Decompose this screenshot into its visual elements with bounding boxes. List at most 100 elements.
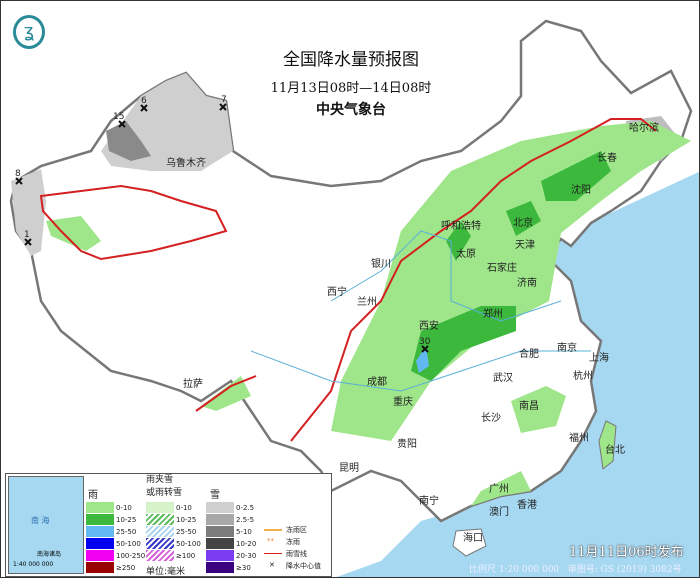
city-label: 西安 [419, 319, 439, 332]
taiwan-island [598, 420, 617, 470]
issue-time: 11月11日06时发布 [569, 545, 684, 560]
legend-bin-label: 20-30 [236, 552, 257, 560]
approval-number: 审图号: GS (2019) 3082号 [567, 565, 682, 575]
city-label: 台北 [605, 443, 625, 456]
city-label: 呼和浩特 [441, 220, 481, 232]
legend-freezing-rain-area: 冻雨区 [286, 526, 307, 534]
legend-center-value: 降水中心值 [286, 562, 321, 570]
legend-freezing-rain: 冻雨 [286, 538, 300, 546]
rain-light-nanchang [511, 386, 566, 433]
legend-bin-label: 5-10 [236, 528, 252, 536]
city-label: 广州 [489, 483, 509, 495]
city-label: 福州 [569, 431, 589, 444]
city-label: 杭州 [573, 369, 593, 382]
legend-bin-label: 0-10 [176, 504, 192, 512]
legend-swatch-snow [206, 514, 234, 525]
legend-bin-label: 50-100 [176, 540, 201, 548]
city-label: 合肥 [519, 347, 539, 360]
south-china-sea-inset: 南 海 南海诸岛 1:40 000 000 [8, 476, 84, 574]
legend-snow-title: 雪 [210, 490, 220, 501]
legend-swatch-snow [206, 502, 234, 513]
hainan-island [452, 528, 487, 557]
legend-bin-label: 25-50 [176, 528, 197, 536]
city-label: 南京 [557, 341, 577, 354]
center-values: 15 6 7 8 1 30 [15, 95, 431, 347]
issuer: 中央气象台 [316, 102, 386, 118]
yellow-river [330, 230, 562, 322]
yangtze-river [250, 350, 591, 392]
legend: 南 海 南海诸岛 1:40 000 000 雨 雨夹雪 或雨转雪 雪 0-10 1… [5, 473, 332, 577]
legend-swatch-rain [86, 550, 114, 561]
legend-swatch-mixed [146, 514, 174, 525]
center-value: 7 [221, 95, 227, 105]
city-label: 北京 [513, 216, 533, 229]
map-title: 全国降水量预报图 [283, 50, 419, 70]
city-label: 昆明 [339, 462, 359, 474]
legend-swatch-rain [86, 538, 114, 549]
city-label: 拉萨 [183, 377, 203, 390]
city-label: 贵阳 [397, 437, 417, 450]
city-label: 海口 [463, 531, 483, 544]
rain-moderate-hohhot [446, 221, 471, 261]
center-value: 6 [141, 96, 147, 106]
legend-unit: 单位:毫米 [146, 567, 186, 577]
legend-mixed-title: 雨夹雪 或雨转雪 [146, 475, 183, 498]
rain-heavy-xian [416, 346, 429, 373]
city-label: 长沙 [481, 412, 501, 424]
city-label: 香港 [517, 499, 537, 511]
legend-swatch-snow [206, 562, 234, 573]
legend-swatch-rain [86, 514, 114, 525]
rain-moderate-beijing [506, 201, 541, 236]
city-label: 郑州 [483, 307, 503, 320]
city-label: 澳门 [489, 505, 509, 518]
legend-swatch-mixed [146, 502, 174, 513]
legend-rain-snow-line: 雨雪线 [286, 550, 307, 558]
city-label: 重庆 [393, 395, 413, 408]
legend-swatch-rain [86, 526, 114, 537]
legend-bin-label: 0-10 [116, 504, 132, 512]
rain-light-xinjiang [46, 216, 101, 251]
legend-swatch-mixed [146, 550, 174, 561]
legend-bin-label: 2.5-5 [236, 516, 255, 524]
cma-logo-icon: ʓ [13, 15, 45, 49]
city-label: 南昌 [519, 399, 539, 412]
city-label: 乌鲁木齐 [166, 156, 206, 169]
legend-bin-label: 10-20 [236, 540, 257, 548]
center-marker-icon: ✕ [269, 561, 275, 569]
rain-moderate-north [541, 151, 611, 201]
rain-light-south [471, 471, 531, 506]
city-label: 西宁 [327, 285, 347, 298]
inset-scale: 1:40 000 000 [13, 561, 54, 568]
city-labels: 乌鲁木齐 哈尔滨 长春 沈阳 北京 天津 呼和浩特 石家庄 太原 济南 银川 西… [166, 121, 659, 544]
rain-moderate-central [411, 306, 516, 381]
legend-bin-label: ≥100 [176, 552, 196, 560]
city-label: 沈阳 [571, 183, 591, 196]
map-scale: 比例尺 1:20 000 000 [469, 565, 560, 575]
rain-light-tibet [201, 376, 251, 411]
city-label: 兰州 [357, 295, 377, 308]
legend-bin-label: 25-50 [116, 528, 137, 536]
city-label: 上海 [589, 351, 609, 364]
legend-bin-label: 100-250 [116, 552, 146, 560]
legend-bin-label: ≥250 [116, 564, 136, 572]
legend-bin-label: ≥30 [236, 564, 251, 572]
legend-bin-label: 50-100 [116, 540, 141, 548]
ocean [336, 171, 699, 577]
legend-swatch-rain [86, 502, 114, 513]
legend-swatch-snow [206, 550, 234, 561]
legend-swatch-snow [206, 538, 234, 549]
city-label: 天津 [515, 239, 535, 251]
forecast-period: 11月13日08时—14日08时 [270, 81, 432, 96]
rain-snow-line-xinjiang [39, 184, 228, 261]
city-label: 成都 [367, 376, 387, 388]
legend-bin-label: 10-25 [176, 516, 197, 524]
rain-snow-line-swatch [264, 553, 282, 554]
rain-snow-line-tibet [195, 375, 257, 412]
city-label: 哈尔滨 [629, 121, 659, 134]
city-label: 济南 [517, 276, 537, 289]
center-value: 1 [24, 230, 30, 240]
city-label: 南宁 [419, 494, 439, 507]
snow-west-light [11, 169, 46, 256]
